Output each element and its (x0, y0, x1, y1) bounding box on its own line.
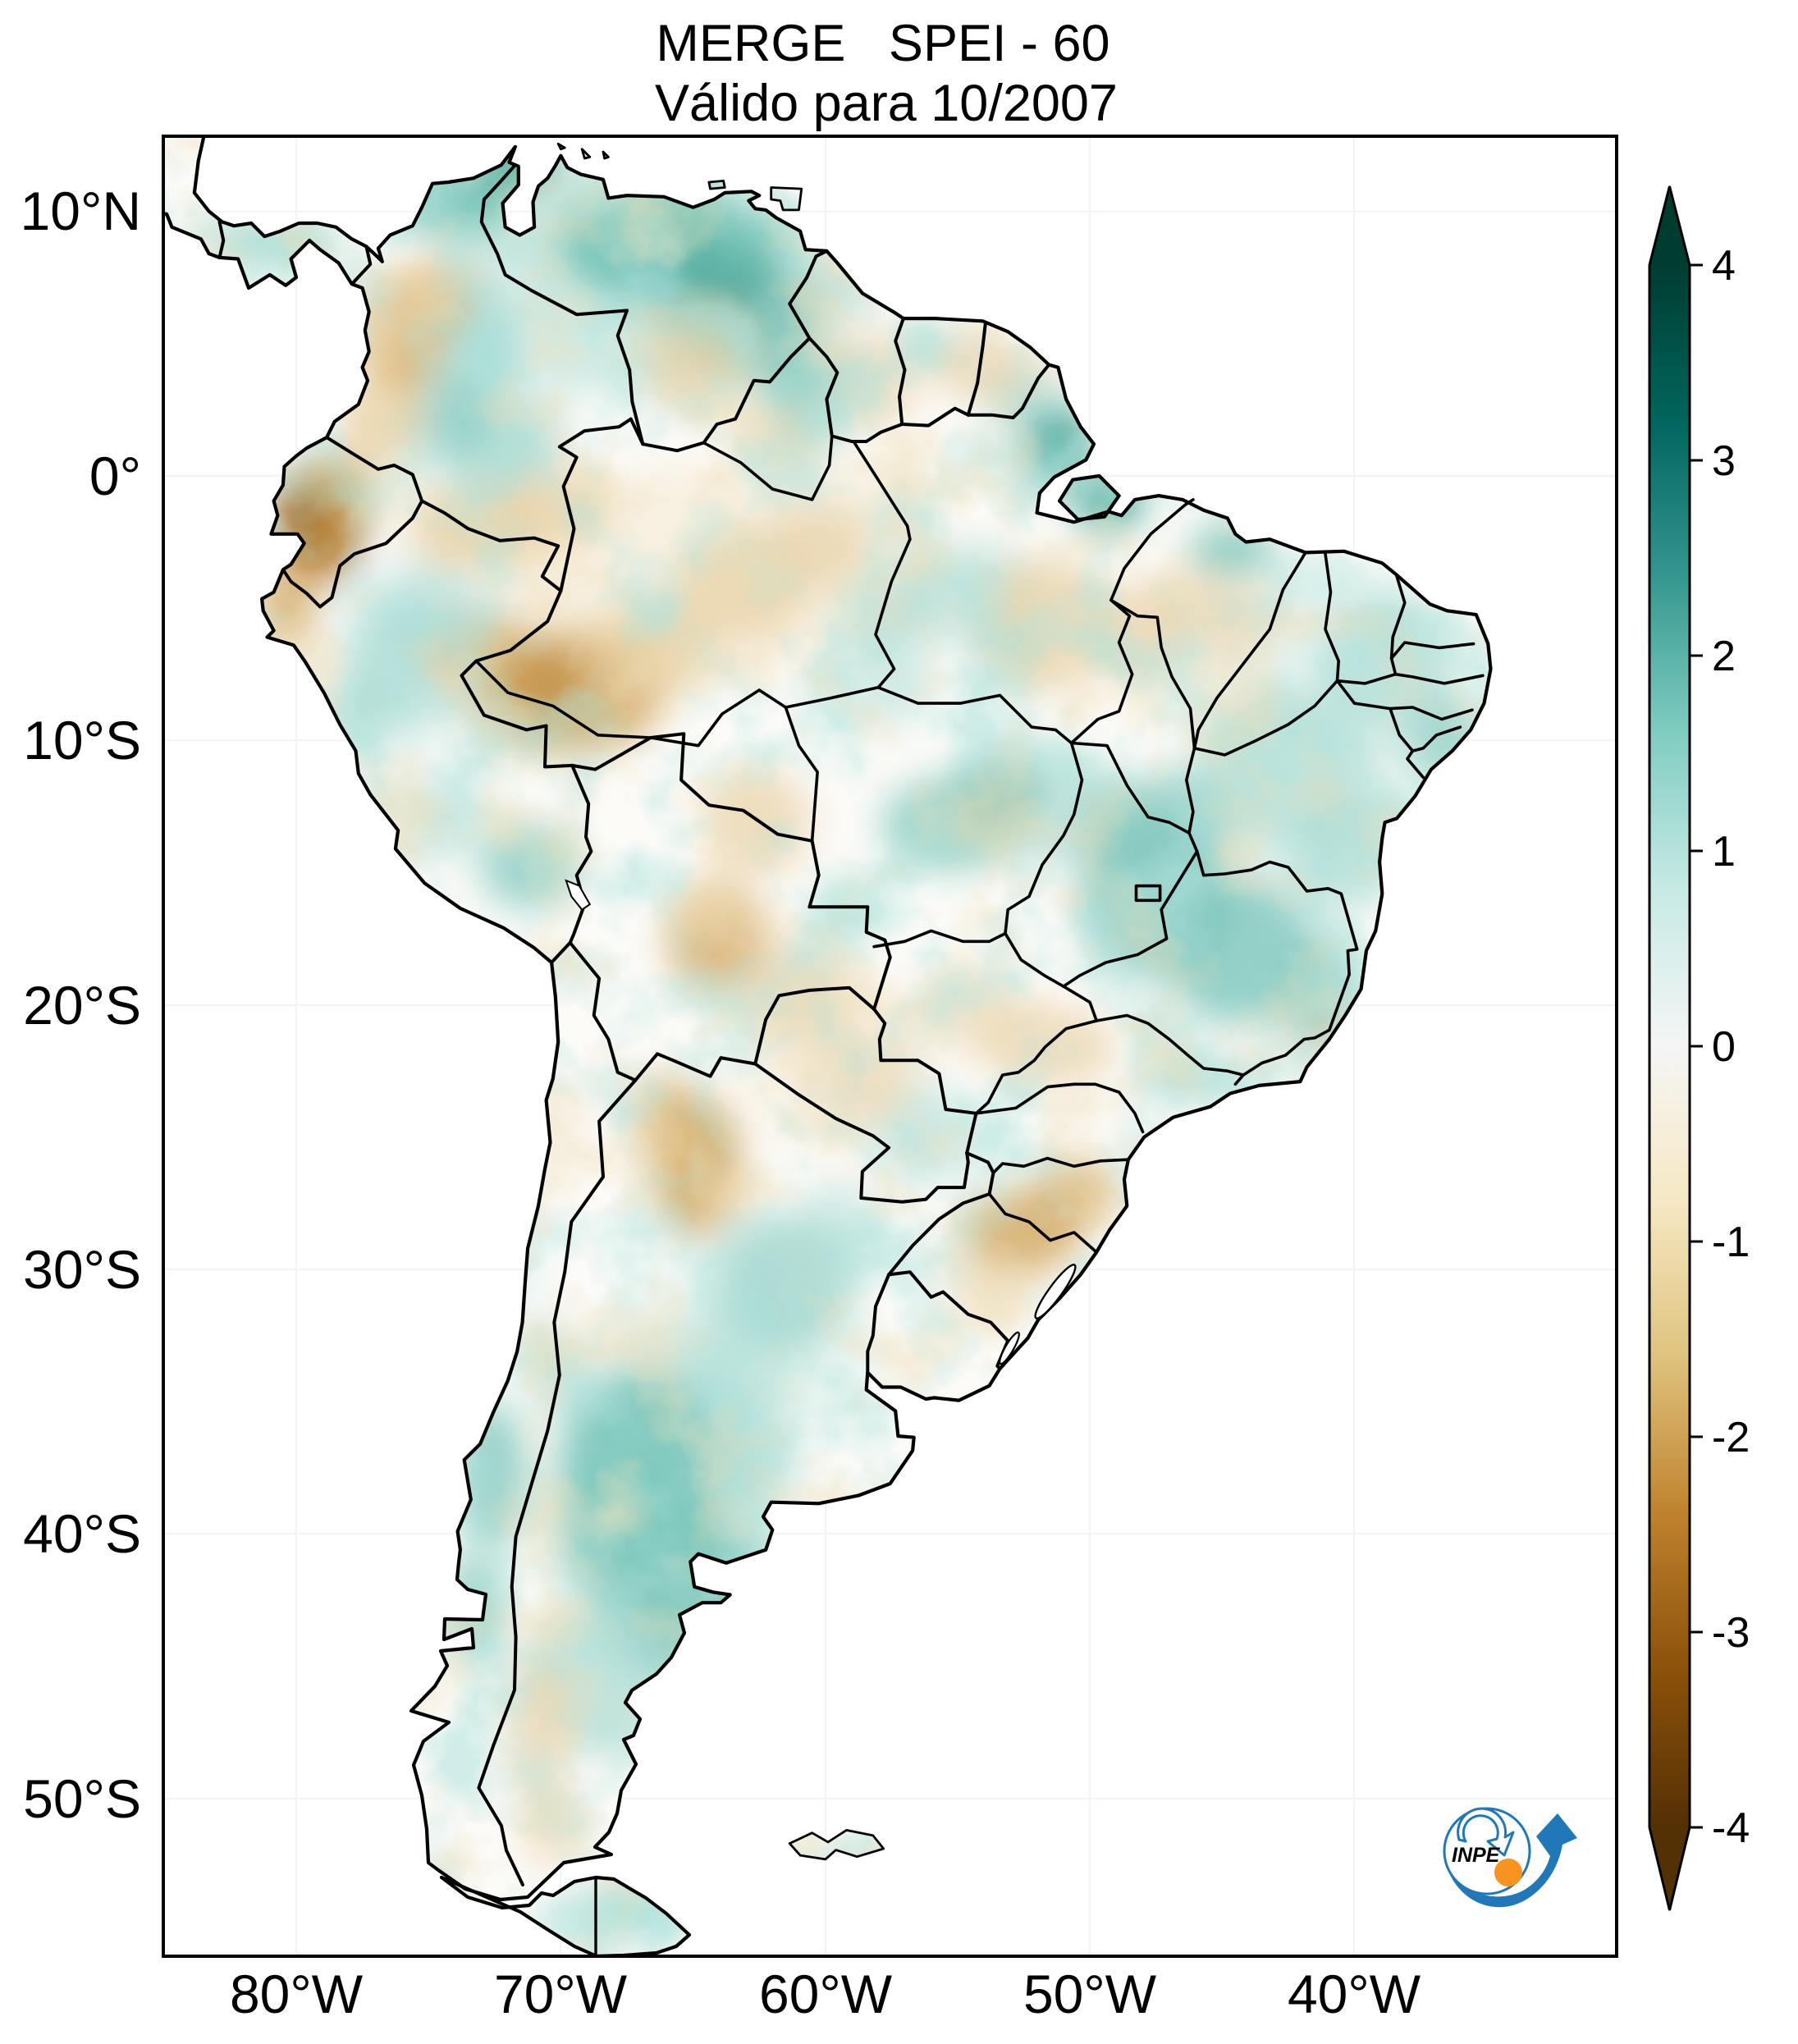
svg-text:MERGE SPEI - 60: MERGE SPEI - 60 (656, 15, 1109, 72)
svg-text:10°S: 10°S (23, 710, 141, 771)
svg-text:INPE: INPE (1452, 1844, 1501, 1867)
svg-text:50°S: 50°S (23, 1768, 141, 1829)
svg-text:30°S: 30°S (23, 1239, 141, 1300)
svg-text:0: 0 (1712, 1023, 1736, 1071)
svg-text:Válido para 10/2007: Válido para 10/2007 (655, 75, 1118, 132)
svg-text:-4: -4 (1712, 1804, 1750, 1852)
svg-text:2: 2 (1712, 633, 1736, 680)
svg-text:-2: -2 (1712, 1414, 1750, 1461)
svg-text:40°S: 40°S (23, 1503, 141, 1564)
svg-text:3: 3 (1712, 437, 1736, 485)
svg-text:70°W: 70°W (494, 1964, 628, 2024)
svg-text:-1: -1 (1712, 1219, 1750, 1266)
svg-text:-3: -3 (1712, 1609, 1750, 1657)
svg-text:20°S: 20°S (23, 975, 141, 1036)
svg-text:10°N: 10°N (21, 181, 141, 241)
svg-text:80°W: 80°W (230, 1964, 364, 2024)
svg-text:50°W: 50°W (1023, 1964, 1157, 2024)
svg-text:4: 4 (1712, 242, 1736, 290)
svg-text:60°W: 60°W (759, 1964, 893, 2024)
svg-text:1: 1 (1712, 828, 1736, 876)
svg-text:40°W: 40°W (1288, 1964, 1421, 2024)
svg-text:0°: 0° (89, 446, 141, 506)
